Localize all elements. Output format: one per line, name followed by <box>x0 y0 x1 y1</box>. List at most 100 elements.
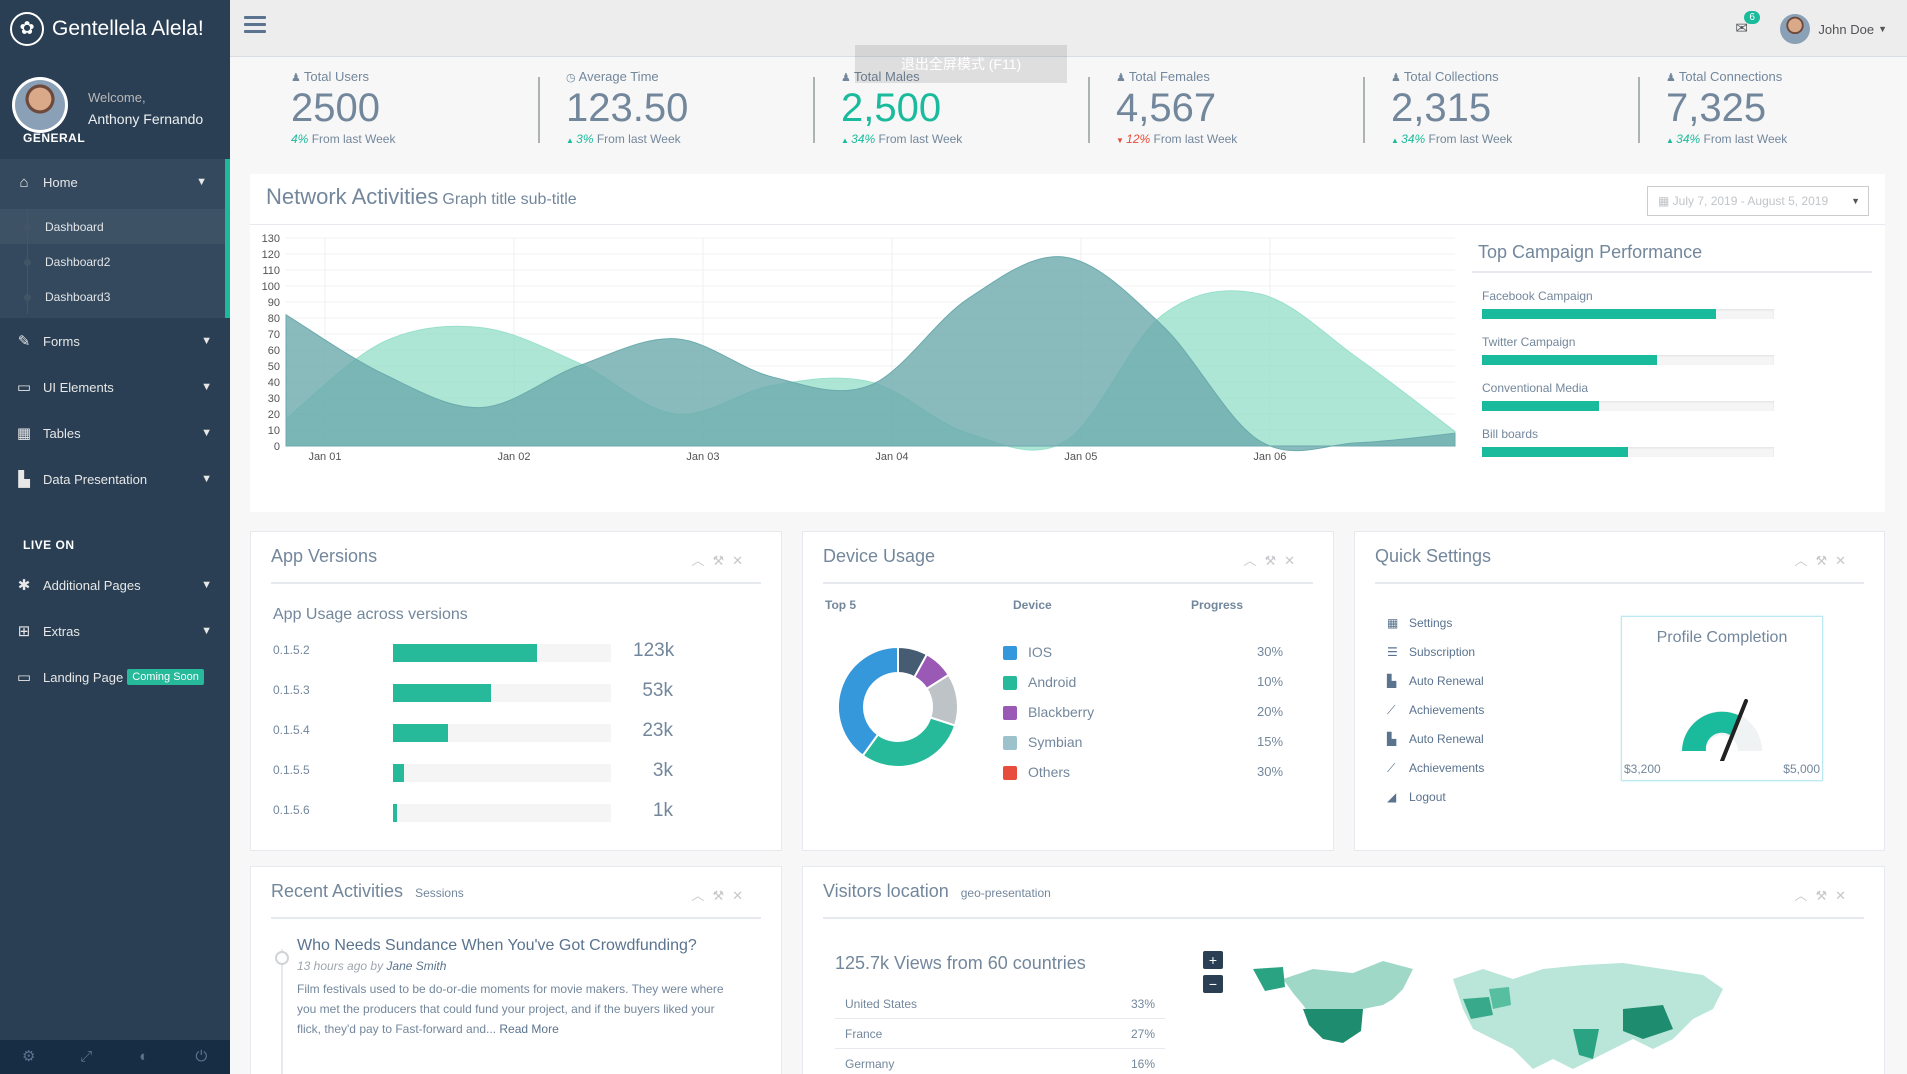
quick-setting-link[interactable]: ◢ Logout <box>1387 790 1446 804</box>
visitors-location-panel: Visitors location geo-presentation ︿⚒✕ 12… <box>802 866 1885 1074</box>
wrench-icon[interactable]: ⚒ <box>1264 553 1285 568</box>
wrench-icon[interactable]: ⚒ <box>1815 553 1836 568</box>
map-alaska <box>1253 967 1285 991</box>
stat-change-text: From last Week <box>311 132 396 146</box>
power-icon[interactable]: ⏻ <box>195 1048 208 1065</box>
zoom-in-button[interactable]: + <box>1203 951 1223 969</box>
collapse-icon[interactable]: ︿ <box>691 553 713 568</box>
read-more-link[interactable]: Read More <box>499 1022 559 1036</box>
collapse-icon[interactable]: ︿ <box>691 888 713 903</box>
panel-title: Quick Settings <box>1375 546 1492 566</box>
close-icon[interactable]: ✕ <box>1835 553 1854 568</box>
daterange-picker[interactable]: ▦ July 7, 2019 - August 5, 2019 ▼ <box>1647 186 1869 216</box>
activity-author[interactable]: Jane Smith <box>386 959 447 973</box>
stat-tile: ◷ Average Time 123.50 ▲ 3% From last Week <box>520 65 795 155</box>
close-icon[interactable]: ✕ <box>732 888 751 903</box>
mail-icon[interactable]: ✉ 6 <box>1735 11 1760 39</box>
activity-title[interactable]: Who Needs Sundance When You've Got Crowd… <box>297 937 697 954</box>
sidebar-item-extras[interactable]: ⊞ Extras ▼ <box>0 608 230 654</box>
menu-toggle-icon[interactable] <box>244 16 266 34</box>
eye-slash-icon[interactable]: ◐ <box>139 1048 149 1065</box>
home-submenu: Dashboard Dashboard2 Dashboard3 <box>0 205 230 318</box>
stat-change-pct: ▲ 34% <box>1391 132 1425 146</box>
brand[interactable]: ✿ Gentellela Alela! <box>0 0 230 57</box>
version-row: 0.1.5.3 53k <box>273 678 673 708</box>
sidebar-item-label: Landing Page <box>43 669 124 685</box>
sidebar-item-tables[interactable]: ▦ Tables ▼ <box>0 410 230 456</box>
chevron-down-icon[interactable]: ▼ <box>1878 24 1887 34</box>
progress-header: Progress <box>1191 598 1244 612</box>
country-row: Germany 16% <box>835 1049 1165 1074</box>
zoom-out-button[interactable]: − <box>1203 975 1223 993</box>
wrench-icon[interactable]: ⚒ <box>712 553 733 568</box>
arrow-up-icon: ▲ <box>1666 136 1677 145</box>
device-header: Device <box>1013 598 1052 612</box>
sidebar-item-ui-elements[interactable]: ▭ UI Elements ▼ <box>0 364 230 410</box>
stat-change: 4% From last Week <box>291 132 520 146</box>
stat-tile: ♟ Total Users 2500 4% From last Week <box>245 65 520 155</box>
wrench-icon[interactable]: ⚒ <box>712 888 733 903</box>
device-pct: 20% <box>1257 704 1284 719</box>
daterange-text: July 7, 2019 - August 5, 2019 <box>1672 194 1829 208</box>
sidebar-item-dashboard2[interactable]: Dashboard2 <box>0 244 225 279</box>
y-tick-label: 40 <box>268 377 280 389</box>
stat-tile: ♟ Total Females 4,567 ▼ 12% From last Week <box>1070 65 1345 155</box>
quick-setting-link[interactable]: ▙ Auto Renewal <box>1387 674 1484 688</box>
sidebar-item-landing-page[interactable]: ▭ Landing Page Coming Soon <box>0 654 230 700</box>
close-icon[interactable]: ✕ <box>732 553 751 568</box>
gauge-max: $5,000 <box>1783 762 1820 776</box>
sidebar-item-forms[interactable]: ✎ Forms ▼ <box>0 318 230 364</box>
quick-settings-panel: Quick Settings ︿⚒✕ ▦ Settings ☰ Subscriptio… <box>1354 531 1885 851</box>
collapse-icon[interactable]: ︿ <box>1794 553 1816 568</box>
sidebar-item-data-presentation[interactable]: ▙ Data Presentation ▼ <box>0 456 230 502</box>
x-tick-label: Jan 02 <box>497 451 530 463</box>
quick-setting-link[interactable]: ☰ Subscription <box>1387 645 1475 659</box>
version-row: 0.1.5.2 123k <box>273 638 674 668</box>
version-progress-fill <box>393 724 448 742</box>
quick-setting-link[interactable]: ▙ Auto Renewal <box>1387 732 1484 746</box>
device-pct: 30% <box>1257 764 1284 779</box>
stat-change-pct: ▲ 34% <box>1666 132 1700 146</box>
activity-body: Film festivals used to be do-or-die mome… <box>297 982 724 1036</box>
version-label: 0.1.5.5 <box>273 763 310 777</box>
device-pct: 10% <box>1257 674 1284 689</box>
sidebar-item-additional-pages[interactable]: ✱ Additional Pages ▼ <box>0 562 230 608</box>
device-donut-chart <box>837 645 959 768</box>
stat-change-text: From last Week <box>1428 132 1513 146</box>
country-name: Germany <box>845 1057 895 1071</box>
user-avatar[interactable] <box>1780 14 1811 44</box>
collapse-icon[interactable]: ︿ <box>1243 553 1265 568</box>
activity-meta: 13 hours ago by Jane Smith <box>297 959 753 973</box>
sidebar-item-dashboard3[interactable]: Dashboard3 <box>0 279 225 314</box>
stat-label: ♟ Total Females <box>1116 69 1345 84</box>
stat-label-text: Total Males <box>853 69 920 84</box>
top-nav: ✉ 6 John Doe ▼ <box>230 0 1907 57</box>
fullscreen-icon[interactable]: ⤢ <box>80 1048 93 1065</box>
sidebar-item-dashboard[interactable]: Dashboard <box>0 209 225 244</box>
section-live-on: LIVE ON <box>23 538 75 552</box>
stat-tile: ♟ Total Connections 7,325 ▲ 34% From last … <box>1620 65 1895 155</box>
y-tick-label: 70 <box>268 329 280 341</box>
quick-setting-link[interactable]: ⟋ Achievements <box>1387 761 1484 776</box>
version-progress-fill <box>393 644 537 662</box>
user-name[interactable]: John Doe <box>1818 21 1875 37</box>
quick-setting-link[interactable]: ▦ Settings <box>1387 616 1452 630</box>
stat-value: 123.50 <box>566 86 689 130</box>
close-icon[interactable]: ✕ <box>1284 553 1303 568</box>
quick-setting-label: Logout <box>1409 790 1446 804</box>
laptop-icon: ▭ <box>16 669 32 686</box>
wrench-icon[interactable]: ⚒ <box>1815 888 1836 903</box>
collapse-icon[interactable]: ︿ <box>1794 888 1816 903</box>
version-progress-bar <box>393 764 611 782</box>
y-tick-label: 90 <box>268 297 280 309</box>
quick-setting-link[interactable]: ⟋ Achievements <box>1387 703 1484 718</box>
settings-icon[interactable]: ⚙ <box>22 1048 36 1065</box>
country-pct: 27% <box>1130 1027 1155 1041</box>
campaign-progress-bar <box>1482 309 1774 319</box>
close-icon[interactable]: ✕ <box>1835 888 1854 903</box>
arrow-up-icon: ▲ <box>841 136 852 145</box>
sidebar-item-home[interactable]: ⌂ Home ▼ <box>0 159 230 205</box>
welcome-text: Welcome, <box>88 89 146 105</box>
gauge-fill <box>1682 711 1740 751</box>
version-row: 0.1.5.6 1k <box>273 798 673 828</box>
